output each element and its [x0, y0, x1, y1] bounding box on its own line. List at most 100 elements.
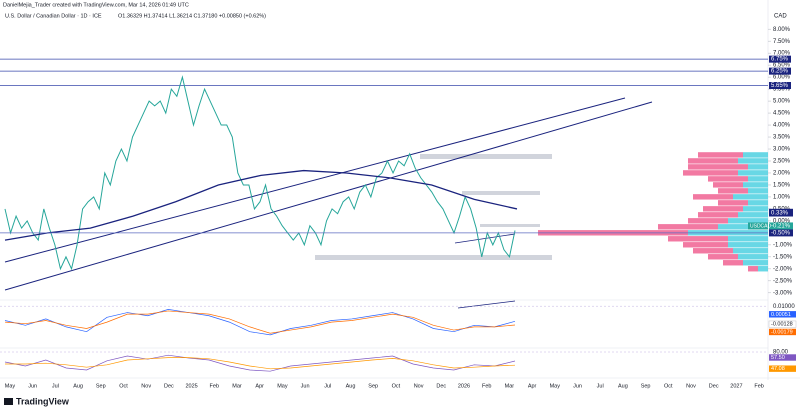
- y-tick-label: 80.00: [773, 350, 789, 356]
- profile-up: [748, 164, 768, 170]
- logo-mark: [4, 398, 13, 405]
- x-tick-label: Jun: [28, 383, 37, 389]
- x-tick-label: Sep: [641, 383, 651, 389]
- profile-up: [738, 254, 768, 260]
- y-tick-label: 2.00%: [773, 171, 791, 177]
- y-tick-label: 5.00%: [773, 99, 791, 105]
- indicator-tag-label: 0.00051: [771, 312, 791, 318]
- x-tick-label: 2026: [458, 383, 470, 389]
- price-tag: [769, 209, 793, 217]
- x-tick-label: Mar: [505, 383, 515, 389]
- profile-down: [668, 236, 728, 242]
- indicator-tag-label: 57.50: [771, 355, 785, 361]
- y-tick-label: 2.50%: [773, 159, 791, 165]
- profile-down: [713, 182, 743, 188]
- x-tick-label: Oct: [664, 383, 673, 389]
- y-tick-label: 7.00%: [773, 51, 791, 57]
- brand: TradingView: [16, 396, 70, 406]
- x-tick-label: Feb: [482, 383, 491, 389]
- y-tick-label: -3.00%: [773, 290, 793, 296]
- x-tick-label: Apr: [255, 383, 264, 389]
- profile-down: [708, 254, 738, 260]
- price-tag-label: 0.33%: [771, 211, 789, 217]
- profile-up: [738, 212, 768, 218]
- profile-down: [683, 170, 738, 176]
- profile-up: [748, 188, 768, 194]
- level-tag: [769, 82, 791, 90]
- indicator-tag: [768, 320, 797, 328]
- profile-up: [743, 182, 768, 188]
- series-line: [5, 357, 516, 370]
- series-line: [4, 310, 516, 334]
- x-tick-label: Jun: [573, 383, 582, 389]
- x-tick-label: Oct: [119, 383, 128, 389]
- symbol-tag-label: USDCAD: [750, 223, 772, 229]
- profile-up: [743, 152, 768, 158]
- y-tick-label: -2.50%: [773, 278, 793, 284]
- x-tick-label: Oct: [392, 383, 401, 389]
- y-tick-label: -1.00%: [773, 242, 793, 248]
- profile-down: [688, 158, 738, 164]
- level-label: 5.65%: [771, 83, 789, 89]
- y-tick-label: 3.50%: [773, 135, 791, 141]
- level-tag: [769, 55, 791, 63]
- profile-up: [738, 158, 768, 164]
- y-tick-label: 4.50%: [773, 111, 791, 117]
- y-tick-label: 0.01000: [773, 304, 795, 310]
- x-tick-label: Apr: [528, 383, 537, 389]
- profile-up: [748, 200, 768, 206]
- x-tick-label: Aug: [618, 383, 628, 389]
- profile-up: [718, 224, 768, 230]
- zone: [480, 224, 540, 227]
- x-tick-label: May: [277, 383, 288, 389]
- x-tick-label: Feb: [754, 383, 763, 389]
- profile-up: [743, 206, 768, 212]
- symbol: U.S. Dollar / Canadian Dollar · 1D · ICE: [5, 13, 102, 19]
- indicator-tag: [769, 354, 796, 361]
- x-tick-label: Nov: [414, 383, 424, 389]
- profile-down: [693, 194, 733, 200]
- series-line: [4, 75, 516, 271]
- x-tick-label: Jul: [324, 383, 331, 389]
- trend-line: [457, 300, 516, 309]
- x-tick-label: Jun: [301, 383, 310, 389]
- y-tick-label: 7.50%: [773, 39, 791, 45]
- x-tick-label: Sep: [368, 383, 378, 389]
- zone: [420, 154, 552, 159]
- y-tick-label: 3.00%: [773, 147, 791, 153]
- x-tick-label: Aug: [346, 383, 356, 389]
- zone: [462, 191, 540, 195]
- indicator-tag-label: 47.08: [771, 366, 785, 372]
- zone: [315, 255, 552, 260]
- x-tick-label: 2025: [185, 383, 197, 389]
- x-tick-label: Jul: [52, 383, 59, 389]
- profile-down: [658, 224, 718, 230]
- x-tick-label: Nov: [686, 383, 696, 389]
- y-tick-label: 6.00%: [773, 75, 791, 81]
- profile-up: [733, 194, 768, 200]
- currency: CAD: [774, 14, 787, 20]
- profile-up: [728, 242, 768, 248]
- profile-up: [758, 266, 768, 272]
- x-tick-label: Dec: [164, 383, 174, 389]
- price-tag: [769, 229, 793, 237]
- series-line: [4, 169, 518, 241]
- indicator-tag-label: -0.00179: [771, 329, 793, 335]
- ohlc: O1.36329 H1.37414 L1.36214 C1.37180 +0.0…: [118, 13, 266, 19]
- profile-down: [723, 260, 743, 266]
- x-tick-label: Aug: [73, 383, 83, 389]
- profile-down: [698, 212, 738, 218]
- profile-down: [718, 200, 748, 206]
- profile-down: [688, 164, 748, 170]
- level-label: 6.75%: [771, 57, 789, 63]
- x-tick-label: Mar: [232, 383, 242, 389]
- profile-up: [748, 176, 768, 182]
- profile-down: [708, 176, 748, 182]
- y-tick-label: 6.50%: [773, 63, 791, 69]
- profile-up: [738, 170, 768, 176]
- profile-down: [693, 248, 733, 254]
- price-tag-label: -0.50%: [771, 230, 791, 236]
- x-tick-label: Nov: [141, 383, 151, 389]
